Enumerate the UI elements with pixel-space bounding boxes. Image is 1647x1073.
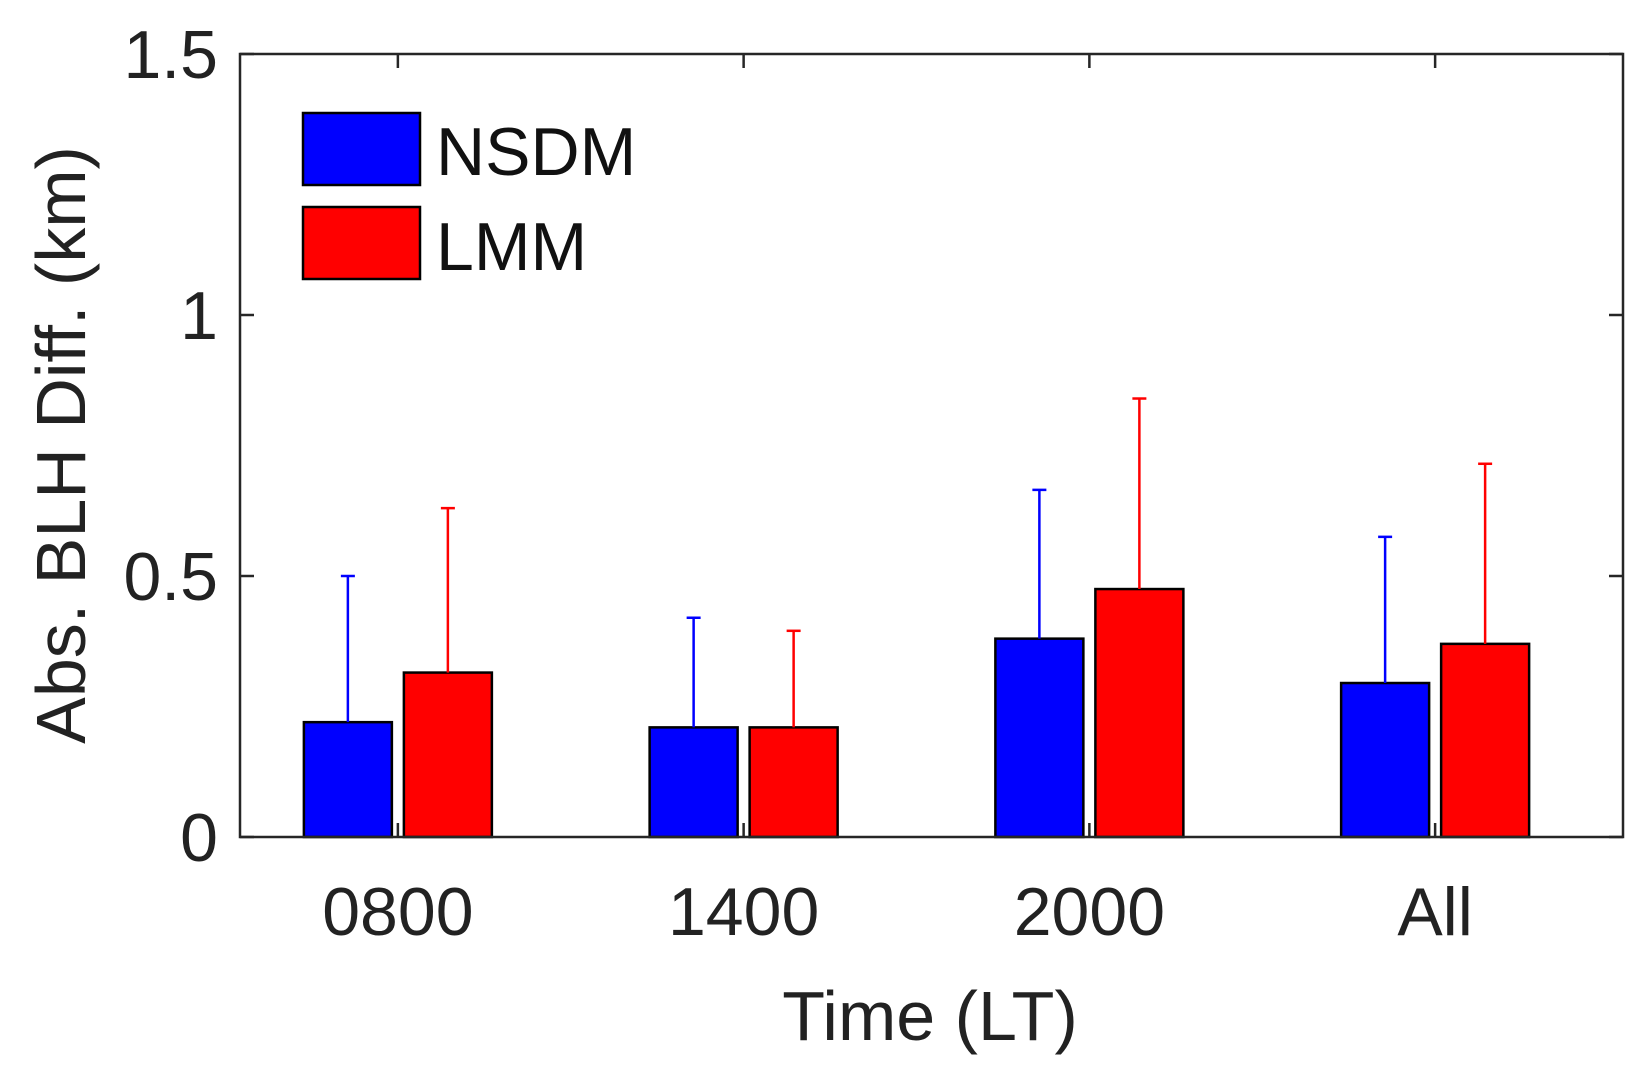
ticks-layer: [240, 52, 1623, 839]
legend-swatch-lmm: [301, 205, 422, 281]
errorbars-layer: [340, 397, 1493, 728]
x-tick-label: 1400: [668, 874, 819, 950]
legend: NSDM LMM: [301, 111, 636, 285]
bar-nsdm-2000: [994, 637, 1085, 839]
x-tick-label: All: [1397, 874, 1473, 950]
errorbar-lmm-1400: [786, 629, 801, 728]
bar-lmm-1400: [748, 726, 839, 839]
errorbar-nsdm-2000: [1032, 488, 1047, 639]
bar-nsdm-1400: [648, 726, 739, 839]
errorbar-lmm-all: [1478, 462, 1493, 644]
legend-label-lmm: LMM: [436, 209, 587, 285]
errorbar-nsdm-all: [1378, 535, 1393, 684]
y-tick-label: 0: [180, 800, 218, 876]
y-tick-labels: 0 0.5 1 1.5: [123, 17, 218, 876]
y-tick-label: 1.5: [123, 17, 218, 93]
bar-lmm-2000: [1094, 587, 1185, 839]
y-tick-label: 0.5: [123, 539, 218, 615]
y-axis-title: Abs. BLH Diff. (km): [22, 146, 100, 744]
x-tick-label: 2000: [1014, 874, 1165, 950]
x-tick-labels: 0800 1400 2000 All: [322, 874, 1473, 950]
y-tick-label: 1: [180, 278, 218, 354]
plot-frame: [238, 52, 1625, 839]
bar-lmm-0800: [402, 671, 494, 839]
legend-label-nsdm: NSDM: [436, 114, 636, 190]
bar-nsdm-all: [1339, 681, 1431, 839]
errorbar-lmm-2000: [1132, 397, 1147, 590]
errorbar-nsdm-0800: [340, 574, 355, 723]
bar-lmm-all: [1439, 642, 1531, 839]
legend-swatch-nsdm: [301, 111, 422, 187]
bar-nsdm-0800: [302, 720, 394, 839]
errorbar-nsdm-1400: [686, 616, 701, 728]
bars-layer: [302, 587, 1531, 839]
x-axis-title: Time (LT): [782, 977, 1078, 1055]
x-tick-label: 0800: [322, 874, 473, 950]
errorbar-lmm-0800: [440, 506, 455, 673]
